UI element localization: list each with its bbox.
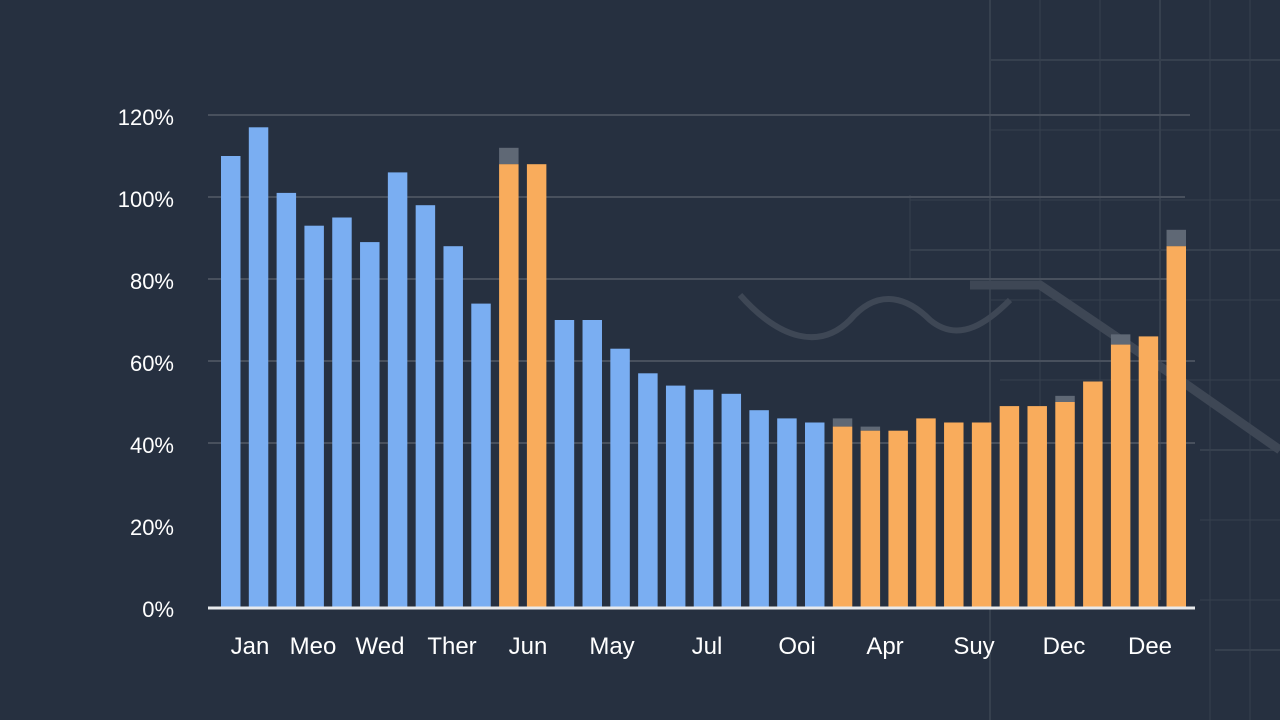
bar (1110, 344, 1131, 607)
bar (360, 242, 380, 607)
map-highway (970, 280, 1280, 454)
bar (916, 418, 936, 607)
bar (971, 422, 992, 607)
x-tick-label: Dec (1043, 633, 1086, 660)
x-tick-label: Wed (356, 633, 405, 660)
map-river (737, 293, 1013, 341)
bar-cap (860, 426, 881, 431)
bars (221, 127, 1186, 608)
x-tick-label: Apr (866, 633, 903, 660)
bar (999, 406, 1020, 607)
bar (387, 172, 408, 607)
y-tick-label: 80% (130, 269, 174, 294)
bar (499, 164, 519, 607)
x-tick-label: Suy (953, 633, 994, 660)
y-tick-label: 120% (118, 105, 174, 130)
x-tick-label: Ooi (778, 633, 815, 660)
x-tick-label: Meo (290, 633, 337, 660)
bar (526, 164, 547, 607)
bar (1027, 406, 1047, 607)
y-axis-ticks: 0% 20% 40% 60% 80% 100% 120% (118, 105, 174, 622)
x-tick-label: Jan (231, 633, 270, 660)
bar-cap (832, 418, 853, 427)
bar-cap (1166, 229, 1186, 247)
bar (276, 192, 297, 607)
bar (248, 127, 269, 608)
bar (665, 385, 686, 607)
x-axis-labels: Jan Meo Wed Ther Jun May Jul Ooi Apr Suy Dec Dee (231, 633, 1172, 660)
bar (610, 348, 630, 607)
bar (944, 422, 964, 607)
bar (832, 426, 853, 607)
y-tick-label: 60% (130, 351, 174, 376)
bar (693, 389, 714, 607)
bar (721, 393, 742, 607)
bar (860, 430, 881, 607)
bar (777, 418, 797, 607)
bar (554, 320, 575, 607)
y-tick-label: 40% (130, 433, 174, 458)
bar (221, 156, 241, 607)
bar (805, 422, 825, 607)
x-tick-label: Jul (692, 633, 723, 660)
x-tick-label: Jun (509, 633, 548, 660)
bar (1166, 246, 1186, 607)
map-background (737, 0, 1280, 720)
bar (749, 410, 769, 607)
bar-cap (499, 147, 519, 165)
bar (443, 246, 463, 607)
bar (415, 205, 436, 607)
bar (1055, 402, 1075, 607)
y-tick-label: 20% (130, 515, 174, 540)
bar (888, 430, 908, 607)
bar (638, 373, 658, 607)
x-tick-label: May (589, 633, 634, 660)
y-tick-label: 100% (118, 187, 174, 212)
x-tick-label: Ther (427, 633, 476, 660)
bar (582, 320, 602, 607)
bar (304, 225, 324, 607)
bar-cap (1110, 334, 1131, 345)
bar (1083, 381, 1103, 607)
x-tick-label: Dee (1128, 633, 1172, 660)
bar-cap (1055, 395, 1075, 402)
bar (332, 217, 352, 607)
bar (1138, 336, 1159, 607)
bar (471, 303, 491, 607)
y-tick-label: 0% (142, 597, 174, 622)
